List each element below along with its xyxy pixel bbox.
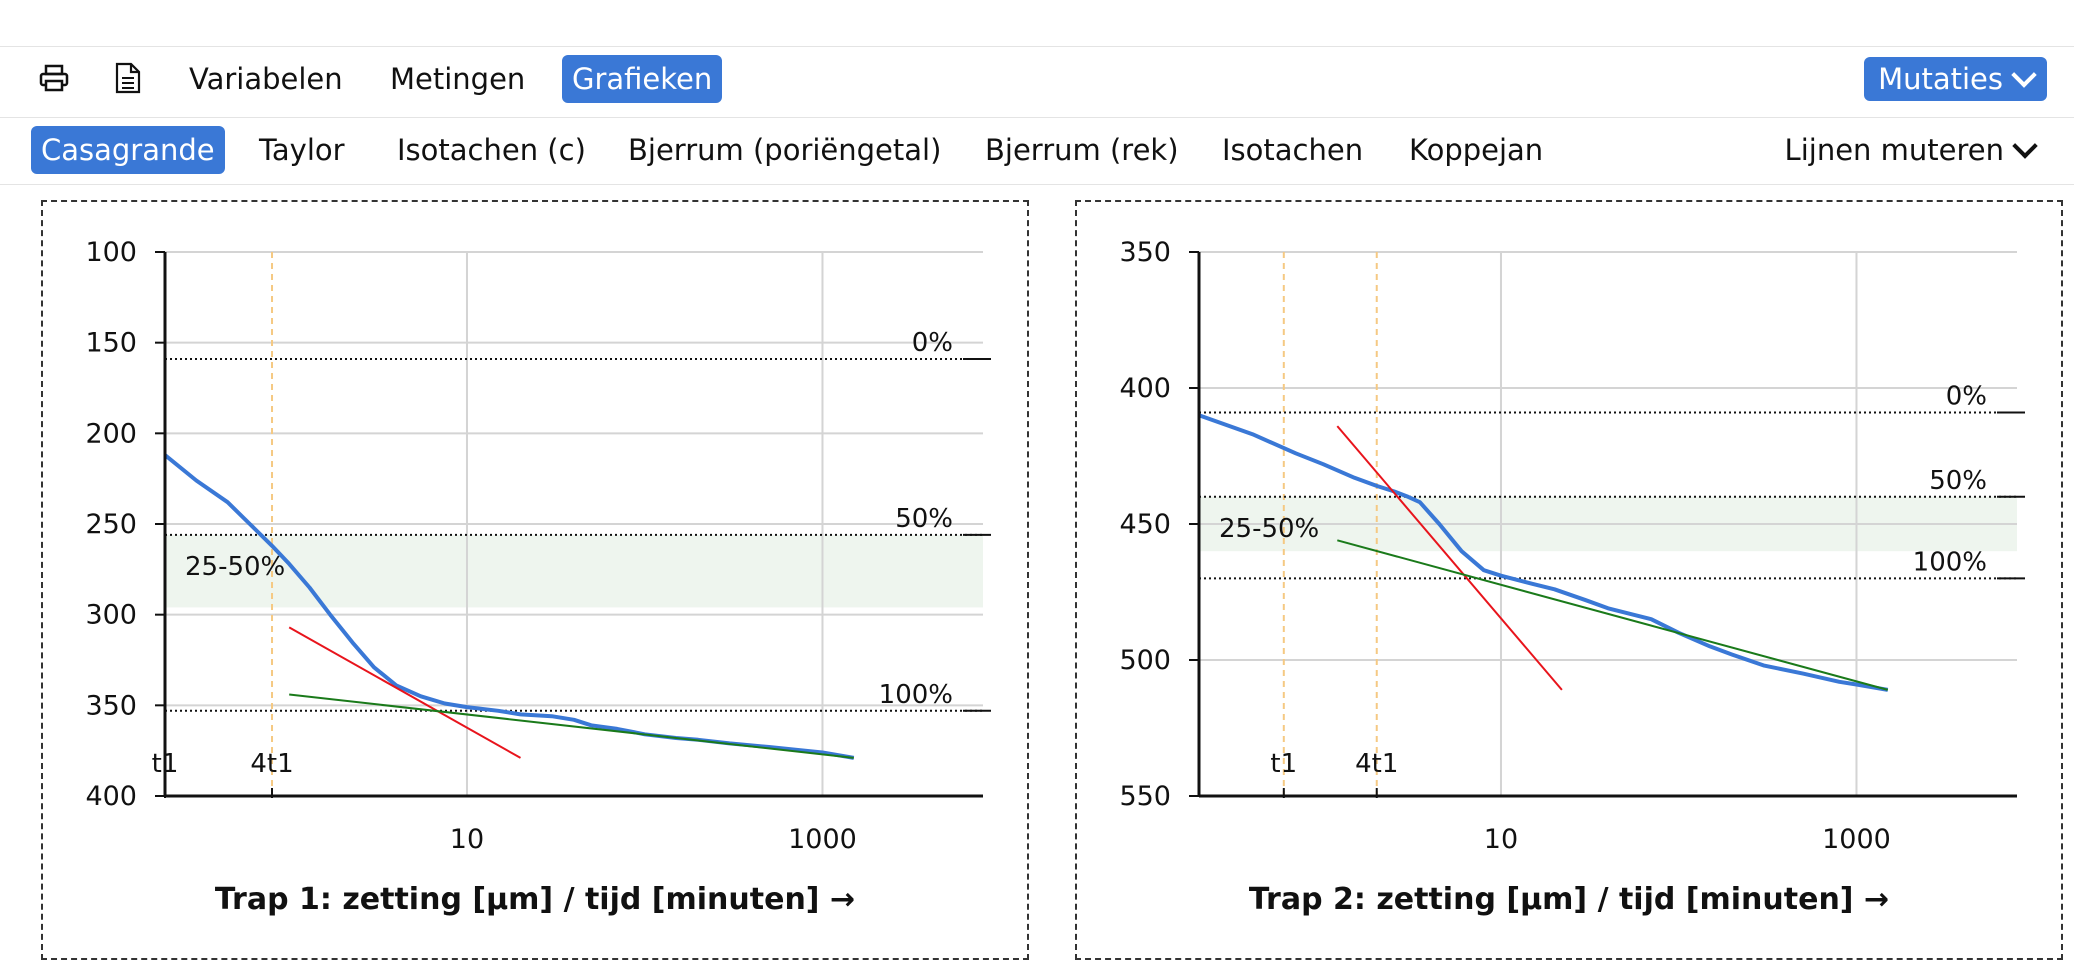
tab-metingen[interactable]: Metingen bbox=[390, 62, 526, 96]
chart-trap-2: t1 4t1 0% 50% 100% 25-50% 350 400 450 500 550 10 100… bbox=[1119, 237, 2025, 855]
tab-isotachen-c[interactable]: Isotachen (c) bbox=[397, 133, 586, 167]
y-tick-label: 100 bbox=[85, 237, 137, 268]
tab-koppejan[interactable]: Koppejan bbox=[1409, 133, 1544, 167]
sub-nav bbox=[0, 118, 2074, 185]
band-label: 25-50% bbox=[1219, 514, 1319, 544]
chart-panel-trap-1: t1 4t1 0% 50% 100% 25-50% 100 150 200 250 300 350 40… bbox=[41, 200, 1029, 960]
chevron-down-icon bbox=[2011, 62, 2037, 88]
level-label: 100% bbox=[879, 680, 953, 710]
y-tick-label: 500 bbox=[1119, 645, 1171, 676]
band-rect bbox=[165, 534, 983, 608]
series-tangent-green bbox=[1337, 539, 1889, 691]
y-tick-label: 550 bbox=[1119, 781, 1171, 812]
tab-grafieken[interactable]: Grafieken bbox=[562, 55, 723, 103]
chart-title: Trap 1: zetting [μm] / tijd [minuten] → bbox=[214, 882, 856, 917]
y-tick-label: 350 bbox=[85, 690, 137, 721]
tab-taylor[interactable]: Taylor bbox=[259, 133, 345, 167]
level-label: 0% bbox=[1946, 381, 1987, 411]
lijnen-muteren-label: Lijnen muteren bbox=[1784, 133, 2004, 167]
tab-bjerrum-rek[interactable]: Bjerrum (rek) bbox=[985, 133, 1179, 167]
chart-panel-trap-2: t1 4t1 0% 50% 100% 25-50% 350 400 450 500 550 10 100… bbox=[1075, 200, 2063, 960]
series-measurements bbox=[1198, 413, 1889, 692]
chart-title: Trap 2: zetting [μm] / tijd [minuten] → bbox=[1248, 882, 1890, 917]
level-label: 50% bbox=[1929, 466, 1987, 496]
document-icon[interactable] bbox=[110, 60, 146, 96]
series-tangent-green bbox=[289, 693, 854, 759]
top-bar bbox=[0, 0, 2074, 47]
chart-trap-1: t1 4t10%50%100%25-50%10015020025030035040… bbox=[85, 237, 991, 855]
level-label: 50% bbox=[895, 504, 953, 534]
level-label: 0% bbox=[912, 328, 953, 358]
band-label: 25-50% bbox=[185, 552, 285, 582]
chevron-down-icon bbox=[2012, 133, 2038, 159]
marker-label: 4t1 bbox=[1355, 749, 1398, 779]
series-tangent-red bbox=[1336, 425, 1563, 691]
y-tick-label: 400 bbox=[85, 781, 137, 812]
lijnen-muteren-dropdown[interactable]: Lijnen muteren bbox=[1784, 126, 2038, 174]
marker-label: 4t1 bbox=[250, 749, 293, 779]
main-nav bbox=[0, 47, 2074, 118]
mutaties-dropdown-button[interactable]: Mutaties bbox=[1864, 57, 2047, 101]
y-tick-label: 300 bbox=[85, 600, 137, 631]
x-tick-label: 1000 bbox=[788, 824, 857, 855]
x-tick-label: 1000 bbox=[1822, 824, 1891, 855]
y-tick-label: 350 bbox=[1119, 237, 1171, 268]
printer-icon[interactable] bbox=[36, 60, 72, 96]
y-tick-label: 250 bbox=[85, 509, 137, 540]
x-tick-label: 10 bbox=[1484, 824, 1518, 855]
marker-label: t1 bbox=[1270, 749, 1297, 779]
y-tick-label: 150 bbox=[85, 328, 137, 359]
tab-variabelen[interactable]: Variabelen bbox=[189, 62, 343, 96]
series-tangent-red bbox=[288, 626, 521, 759]
y-tick-label: 400 bbox=[1119, 373, 1171, 404]
y-tick-label: 450 bbox=[1119, 509, 1171, 540]
level-label: 100% bbox=[1913, 547, 1987, 577]
tab-bjerrum-poriengetal[interactable]: Bjerrum (poriëngetal) bbox=[628, 133, 942, 167]
mutaties-label: Mutaties bbox=[1878, 62, 2003, 96]
x-tick-label: 10 bbox=[450, 824, 484, 855]
y-tick-label: 200 bbox=[85, 418, 137, 449]
tab-isotachen[interactable]: Isotachen bbox=[1222, 133, 1364, 167]
tab-casagrande[interactable]: Casagrande bbox=[31, 126, 225, 174]
